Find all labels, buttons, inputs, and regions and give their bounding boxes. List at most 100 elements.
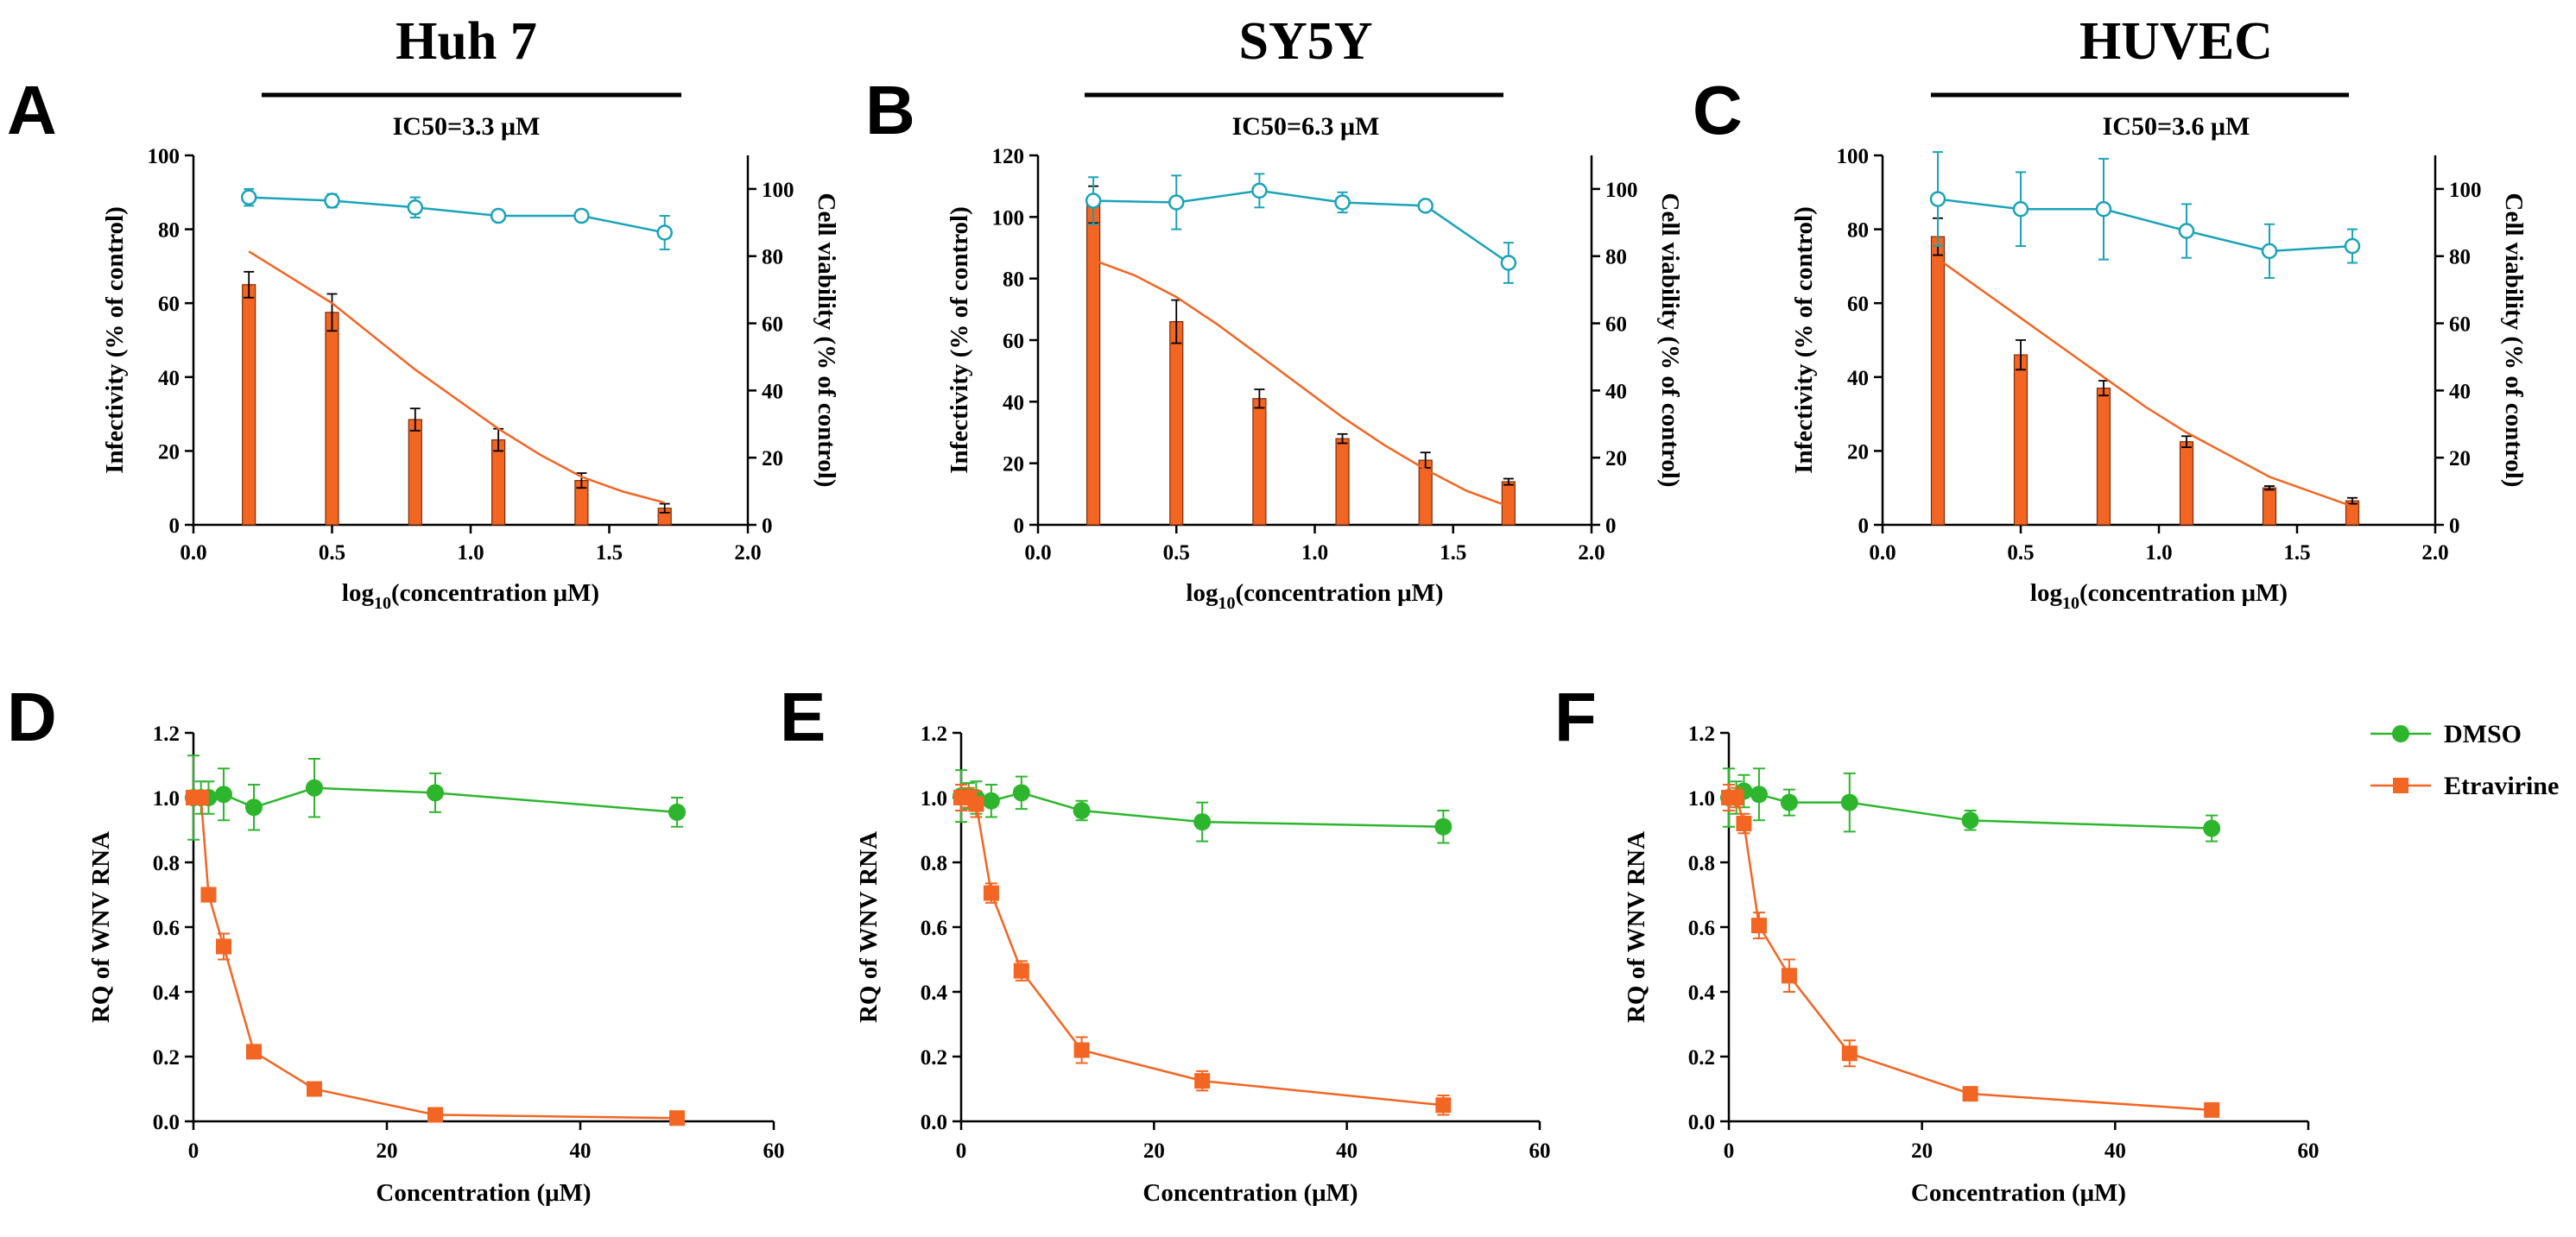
- y-axis-label: Infectivity (% of control): [1790, 206, 1818, 474]
- x-tick-label: 60: [763, 1139, 785, 1163]
- y-tick-label: 0: [1858, 514, 1870, 538]
- y-tick-label: 0.8: [921, 852, 947, 875]
- y-axis-label: RQ of WNV RNA: [855, 831, 883, 1023]
- dmso-point: [1193, 813, 1212, 831]
- y2-tick-label: 40: [762, 380, 783, 403]
- etravirine-point: [193, 790, 209, 805]
- y2-tick-label: 60: [2449, 313, 2471, 337]
- y-tick-label: 1.2: [921, 723, 947, 746]
- y2-axis-label: Cell viability (% of control): [2500, 193, 2528, 488]
- y-tick-label: 0.6: [153, 917, 180, 940]
- bar: [2179, 441, 2194, 526]
- viability-point: [490, 207, 507, 224]
- x-tick-label: 60: [2298, 1139, 2320, 1163]
- x-axis-label: log10(concentration μM): [342, 579, 599, 613]
- dmso-point: [1434, 817, 1453, 836]
- x-tick-label: 0.0: [1869, 541, 1896, 565]
- series-line-etravirine: [961, 796, 1444, 1107]
- legend-marker-dmso: [2392, 725, 2409, 742]
- x-tick-label: 0.0: [1024, 541, 1051, 565]
- y-tick-label: 80: [1003, 268, 1024, 292]
- viability-point: [1417, 198, 1434, 214]
- y2-tick-label: 100: [762, 179, 794, 202]
- panel-f: F 0 20 40 60 0.0 0.2 0.4 0.6 0.8 1.0 1.2 Concentrati…: [1554, 678, 2320, 1207]
- viability-line: [1093, 189, 1510, 264]
- etravirine-point: [246, 1044, 262, 1060]
- etravirine-point: [427, 1107, 443, 1123]
- y-axis-label: Infectivity (% of control): [101, 206, 129, 474]
- x-tick-label: 1.5: [596, 541, 623, 565]
- dmso-point: [1750, 786, 1768, 804]
- y-axis-label: RQ of WNV RNA: [87, 831, 115, 1023]
- bar: [491, 439, 506, 526]
- y-tick-label: 1.0: [153, 787, 180, 811]
- y2-tick-label: 0: [2449, 514, 2460, 538]
- y-tick-label: 80: [1847, 219, 1869, 243]
- viability-point: [2012, 201, 2029, 218]
- etravirine-point: [1728, 790, 1744, 805]
- viability-point: [1085, 192, 1102, 209]
- y-tick-label: 0.2: [921, 1046, 947, 1070]
- etravirine-point: [216, 938, 231, 955]
- bar: [1085, 204, 1101, 526]
- dmso-point: [2203, 819, 2221, 837]
- dmso-point: [1780, 793, 1798, 811]
- x-tick-label: 40: [2104, 1139, 2126, 1163]
- bar: [1930, 236, 1946, 526]
- ic50-label: IC50=6.3 μM: [1232, 112, 1380, 141]
- panel-letter: F: [1554, 678, 1597, 755]
- cell-line-title: Huh 7: [396, 12, 537, 71]
- y-tick-label: 0.4: [1688, 981, 1716, 1005]
- viability-point: [2344, 237, 2361, 255]
- etravirine-point: [1736, 816, 1752, 831]
- y2-tick-label: 80: [2449, 246, 2471, 269]
- y2-tick-label: 0: [762, 514, 773, 538]
- x-tick-label: 0.5: [1163, 541, 1190, 565]
- x-tick-label: 0.0: [180, 541, 206, 565]
- etravirine-point: [2204, 1101, 2220, 1118]
- bar: [2013, 354, 2029, 526]
- viability-point: [1251, 182, 1268, 199]
- etravirine-point: [1962, 1086, 1978, 1102]
- y-tick-label: 40: [158, 367, 180, 390]
- y-tick-label: 100: [148, 145, 180, 168]
- panel-letter: E: [780, 678, 826, 755]
- y-tick-label: 1.0: [921, 787, 947, 811]
- x-tick-label: 20: [1911, 1139, 1933, 1163]
- y-tick-label: 0.0: [153, 1111, 180, 1134]
- y-tick-label: 100: [1837, 145, 1870, 168]
- y-tick-label: 20: [158, 440, 180, 464]
- cell-line-title: SY5Y: [1238, 12, 1372, 71]
- y-tick-label: 1.2: [153, 723, 180, 746]
- fit-curve: [248, 250, 666, 504]
- x-axis-label: Concentration (μM): [1911, 1179, 2126, 1207]
- x-tick-label: 2.0: [734, 541, 761, 565]
- y-tick-label: 0.8: [1688, 852, 1715, 875]
- x-tick-label: 60: [1529, 1139, 1551, 1163]
- bar: [2096, 388, 2111, 526]
- dmso-point: [215, 786, 232, 804]
- x-axis-label: Concentration (μM): [1142, 1179, 1358, 1207]
- viability-point: [324, 192, 340, 209]
- x-tick-label: 0: [956, 1139, 967, 1163]
- y2-tick-label: 100: [2449, 179, 2482, 202]
- legend: DMSO Etravirine: [2370, 720, 2559, 800]
- bar: [325, 312, 339, 526]
- y2-tick-label: 40: [1605, 380, 1627, 403]
- dmso-point: [1840, 793, 1858, 811]
- fit-curve: [1937, 257, 2353, 508]
- y-tick-label: 0.2: [153, 1046, 180, 1070]
- y-tick-label: 20: [1847, 440, 1869, 464]
- y2-tick-label: 80: [762, 246, 783, 269]
- viability-point: [407, 199, 424, 216]
- y-tick-label: 100: [992, 206, 1025, 230]
- y2-tick-label: 0: [1605, 514, 1617, 538]
- etravirine-point: [1781, 968, 1797, 984]
- y-tick-label: 0.2: [1688, 1046, 1715, 1070]
- bar: [1335, 438, 1350, 526]
- dmso-point: [1073, 802, 1091, 819]
